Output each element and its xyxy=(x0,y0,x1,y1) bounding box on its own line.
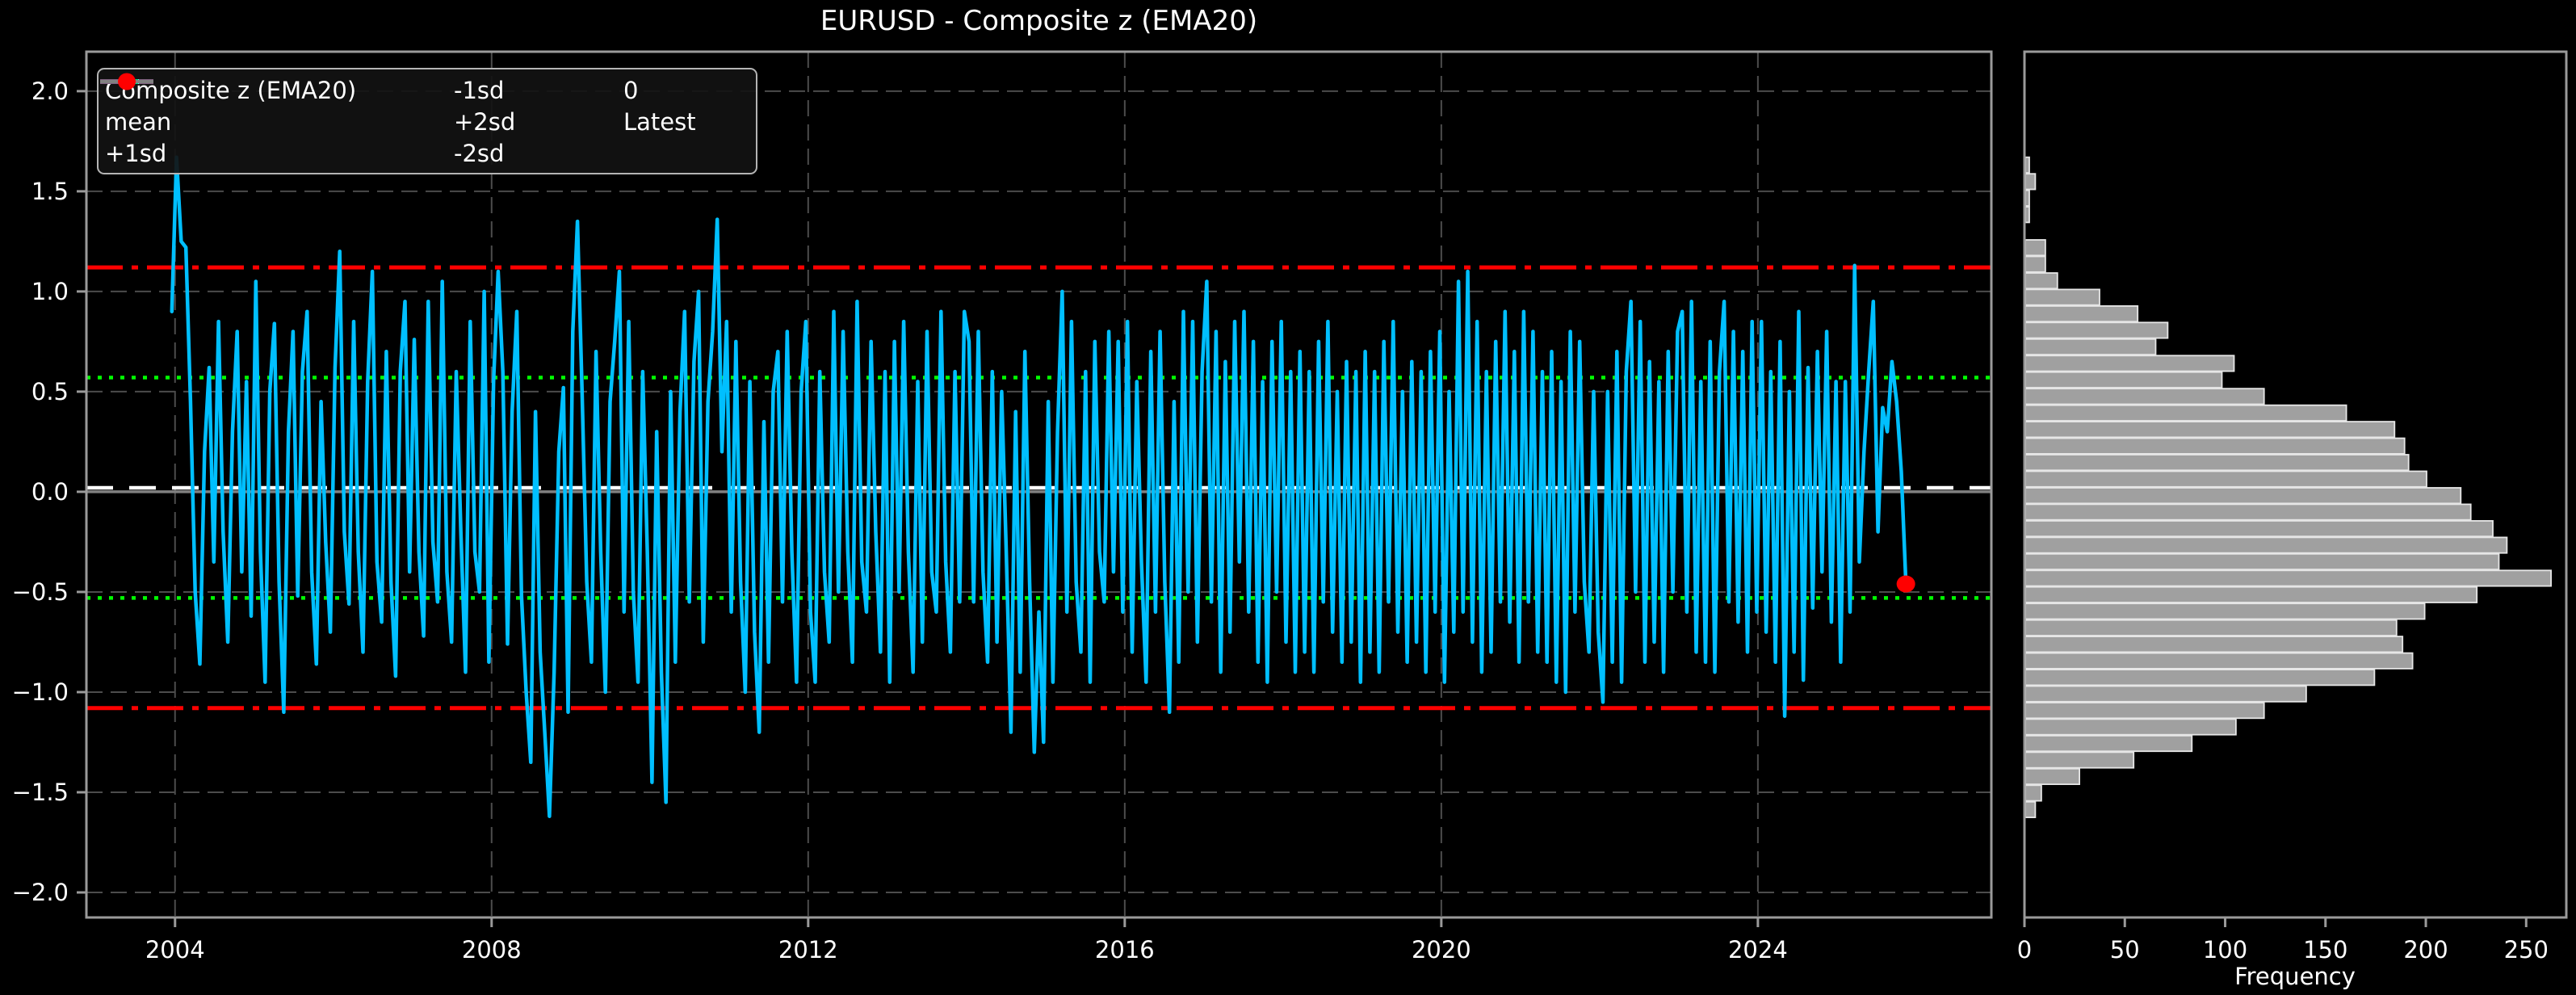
y-tick-label: −2.0 xyxy=(12,879,69,906)
hist-bar xyxy=(2024,206,2030,224)
hist-bar xyxy=(2024,800,2037,818)
legend-item-mean: mean xyxy=(100,79,454,137)
hist-bar xyxy=(2024,304,2139,323)
y-tick-label: −0.5 xyxy=(12,578,69,606)
hist-bar xyxy=(2024,735,2193,753)
hist-x-tick-label: 250 xyxy=(2504,936,2549,964)
x-tick-label: 2012 xyxy=(778,936,838,964)
hist-bar xyxy=(2024,239,2046,257)
hist-bar xyxy=(2024,487,2462,505)
legend-label: -2sd xyxy=(454,139,505,167)
main-axes-spine xyxy=(85,50,1993,919)
hist-bar xyxy=(2024,569,2552,587)
hist-bar xyxy=(2024,602,2426,620)
legend-label: mean xyxy=(105,107,172,136)
hist-bar xyxy=(2024,702,2265,720)
hist-bar xyxy=(2024,255,2046,273)
hist-bar xyxy=(2024,751,2135,769)
hist-bar xyxy=(2024,371,2223,388)
hist-bar xyxy=(2024,421,2396,439)
hist-bar xyxy=(2024,355,2235,372)
y-tick-label: 2.0 xyxy=(31,78,69,105)
composite-z-line xyxy=(170,155,1908,818)
y-tick-label: 0.5 xyxy=(31,378,69,405)
hist-xaxis-label: Frequency xyxy=(2234,963,2356,990)
legend-item-composite: Composite z (EMA20) xyxy=(100,74,454,106)
hist-bar xyxy=(2024,718,2237,736)
hist-bar xyxy=(2024,454,2410,472)
legend-label: +1sd xyxy=(105,139,167,167)
hist-axes-spine xyxy=(2023,50,2568,919)
chart-title: EURUSD - Composite z (EMA20) xyxy=(820,5,1258,37)
hist-bar xyxy=(2024,156,2030,174)
hist-bar xyxy=(2024,636,2404,653)
hist-x-tick-label: 200 xyxy=(2403,936,2448,964)
hist-bar xyxy=(2024,173,2037,191)
hist-bar xyxy=(2024,388,2265,405)
legend-label: 0 xyxy=(623,76,639,104)
latest-point-dot xyxy=(1896,575,1915,593)
hist-bar xyxy=(2024,321,2169,339)
hist-bar xyxy=(2024,404,2347,422)
hist-bar xyxy=(2024,552,2500,570)
y-tick-label: 1.0 xyxy=(31,278,69,305)
latest-dot-swatch-icon xyxy=(118,73,136,90)
hist-bar xyxy=(2024,586,2478,603)
x-tick-label: 2004 xyxy=(145,936,205,964)
hist-bar xyxy=(2024,503,2472,521)
y-tick-label: 0.0 xyxy=(31,478,69,506)
legend-item-plus2sd: +2sd xyxy=(100,79,623,137)
hist-bar xyxy=(2024,767,2080,785)
legend-item-minus2sd: -2sd xyxy=(100,79,623,169)
legend-item-plus1sd: +1sd xyxy=(100,79,454,169)
legend-box: Composite z (EMA20) mean +1sd -1sd +2sd xyxy=(97,68,757,174)
hist-bar xyxy=(2024,189,2030,207)
hist-bar xyxy=(2024,520,2494,538)
hist-x-tick-label: 0 xyxy=(2017,936,2032,964)
hist-bar xyxy=(2024,784,2042,802)
legend-item-latest: Latest xyxy=(118,73,749,137)
hist-bar xyxy=(2024,685,2307,703)
legend-label: +2sd xyxy=(454,107,516,136)
y-tick-label: −1.5 xyxy=(12,779,69,806)
legend-item-zero: 0 xyxy=(100,74,749,106)
legend-label: Latest xyxy=(623,107,696,136)
hist-bar xyxy=(2024,669,2376,686)
x-tick-label: 2020 xyxy=(1412,936,1471,964)
hist-x-tick-label: 150 xyxy=(2303,936,2347,964)
x-tick-label: 2016 xyxy=(1095,936,1155,964)
x-tick-label: 2008 xyxy=(462,936,522,964)
x-tick-label: 2024 xyxy=(1728,936,1788,964)
hist-bar xyxy=(2024,536,2508,554)
hist-x-tick-label: 100 xyxy=(2203,936,2247,964)
hist-bar xyxy=(2024,288,2100,306)
hist-bar xyxy=(2024,338,2157,355)
hist-bar xyxy=(2024,437,2406,455)
hist-x-tick-label: 50 xyxy=(2110,936,2140,964)
hist-bar xyxy=(2024,619,2398,636)
legend-item-minus1sd: -1sd xyxy=(100,74,623,106)
hist-bar xyxy=(2024,470,2427,488)
y-tick-label: −1.0 xyxy=(12,678,69,706)
legend-label: -1sd xyxy=(454,76,505,104)
y-tick-label: 1.5 xyxy=(31,178,69,205)
hist-bar xyxy=(2024,272,2058,290)
hist-bar xyxy=(2024,652,2414,670)
